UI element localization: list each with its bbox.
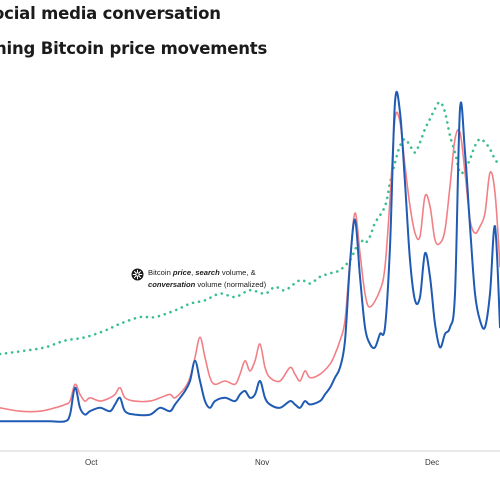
sunburst-icon xyxy=(131,268,144,281)
x-tick-label-dec: Dec xyxy=(425,458,439,467)
x-tick-label-oct: Oct xyxy=(85,458,98,467)
series-line-conversation xyxy=(0,111,500,413)
x-tick-label-nov: Nov xyxy=(255,458,269,467)
annotation-conversation-word: conversation xyxy=(148,280,196,289)
annotation-mid: volume, & xyxy=(219,268,256,277)
chart-title-line-2: ning Bitcoin price movements xyxy=(0,39,268,58)
annotation-prefix: Bitcoin xyxy=(148,268,173,277)
annotation-suffix: volume (normalized) xyxy=(195,280,267,289)
series-line-search xyxy=(0,90,500,423)
chart-title-line-1: ocial media conversation xyxy=(0,4,221,23)
annotation-separator: , xyxy=(191,268,196,277)
series-line-price xyxy=(0,100,500,356)
chart-title: ocial media conversation ning Bitcoin pr… xyxy=(0,0,500,70)
annotation-price-word: price xyxy=(172,268,192,277)
annotation-search-word: search xyxy=(195,268,220,277)
series-annotation-line-1: Bitcoin price, search volume, & xyxy=(148,268,256,277)
x-axis-ticks: Oct Nov Dec xyxy=(85,458,439,467)
series-annotation-line-2: conversation volume (normalized) xyxy=(148,280,266,289)
series-layer xyxy=(0,90,500,423)
